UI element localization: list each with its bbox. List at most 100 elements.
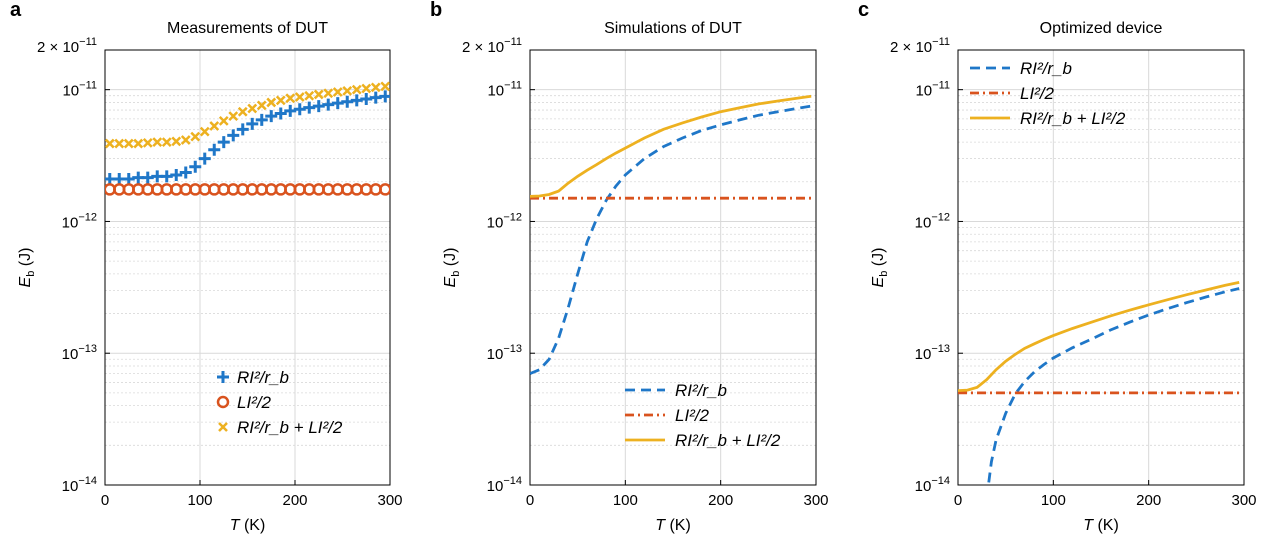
legend-label: RI²/r_b + LI²/2 xyxy=(1020,109,1126,128)
legend-label: RI²/r_b xyxy=(237,368,289,387)
data-point-sum xyxy=(142,137,153,148)
data-point-rir xyxy=(179,166,192,179)
data-point-sum xyxy=(228,111,239,121)
x-tick-label: 300 xyxy=(1231,492,1256,509)
series-line-2 xyxy=(958,281,1240,392)
x-tick-label: 300 xyxy=(803,492,828,509)
data-point-sum xyxy=(332,87,343,97)
legend-label: LI²/2 xyxy=(237,393,272,412)
grid xyxy=(530,49,816,486)
data-point-rir xyxy=(284,104,297,117)
x-tick-label: 100 xyxy=(613,492,638,509)
data-point-rir xyxy=(255,113,268,126)
data-point-rir xyxy=(198,152,211,165)
y-tick-label-top: 2 × 10−11 xyxy=(37,36,97,56)
data-point-sum xyxy=(209,121,220,131)
data-point-sum xyxy=(114,138,125,149)
data-point-rir xyxy=(293,103,306,116)
x-tick-label: 300 xyxy=(377,492,402,509)
panel-title: Optimized device xyxy=(1040,20,1163,37)
plot-area xyxy=(958,281,1240,485)
grid xyxy=(105,49,390,486)
y-tick-label: 10−14 xyxy=(62,475,97,495)
data-point-sum xyxy=(105,138,115,149)
data-point-sum xyxy=(199,126,210,137)
legend: RI²/r_b LI²/2 RI²/r_b + LI²/2 xyxy=(970,59,1126,128)
legend-label: RI²/r_b + LI²/2 xyxy=(675,431,781,450)
series-line-2 xyxy=(530,94,812,198)
y-axis-label: Eb (J) xyxy=(870,248,890,288)
data-point-sum xyxy=(247,103,258,114)
data-point-sum xyxy=(152,137,163,147)
panel-title: Simulations of DUT xyxy=(604,20,742,37)
y-axis-label: Eb (J) xyxy=(442,248,462,288)
x-tick-label: 100 xyxy=(1041,492,1066,509)
y-tick-label: 10−12 xyxy=(62,211,97,231)
y-axis-label: Eb (J) xyxy=(17,248,37,288)
x-tick-label: 200 xyxy=(1136,492,1161,509)
y-tick-label: 10−14 xyxy=(487,475,522,495)
data-point-rir xyxy=(208,143,221,156)
y-tick-label: 10−14 xyxy=(915,475,950,495)
data-point-rir xyxy=(227,129,240,142)
legend-label: LI²/2 xyxy=(675,406,710,425)
series-line-0 xyxy=(530,104,812,375)
data-point-sum xyxy=(190,131,201,142)
data-point-sum xyxy=(342,85,353,96)
data-point-sum xyxy=(313,89,324,100)
data-point-rir xyxy=(274,107,287,120)
legend: RI²/r_b LI²/2 RI²/r_b + LI²/2 xyxy=(625,381,781,450)
y-tick-label: 10−13 xyxy=(915,343,950,363)
data-point-sum xyxy=(218,115,229,126)
legend-marker xyxy=(217,371,229,383)
data-point-sum xyxy=(294,92,305,102)
axes-frame xyxy=(957,49,1245,486)
data-point-sum xyxy=(285,93,296,104)
data-point-sum xyxy=(304,90,315,101)
data-point-sum xyxy=(180,135,191,145)
data-point-rir xyxy=(379,90,390,103)
legend-marker xyxy=(218,422,228,432)
panel-a: 0 100 200 300 10−14 10−13 10−12 10−11 2 × 10−11 a… xyxy=(10,0,403,534)
y-tick-label: 10−13 xyxy=(62,343,97,363)
data-point-rir xyxy=(265,110,278,123)
legend-label: RI²/r_b xyxy=(675,381,727,400)
legend-label: RI²/r_b + LI²/2 xyxy=(237,418,343,437)
legend-label: LI²/2 xyxy=(1020,84,1055,103)
x-tick-label: 0 xyxy=(954,492,962,509)
y-tick-label: 10−11 xyxy=(487,80,522,100)
data-point-rir xyxy=(170,169,183,182)
data-point-sum xyxy=(256,100,267,111)
panel-letter: b xyxy=(430,0,442,21)
data-point-sum xyxy=(361,83,372,94)
data-point-sum xyxy=(123,138,134,149)
panel-letter: c xyxy=(858,0,869,21)
panel-c: 0 100 200 300 10−14 10−13 10−12 10−11 2 × 10−11 c… xyxy=(858,0,1257,534)
y-tick-label-top: 2 × 10−11 xyxy=(462,36,522,56)
data-point-sum xyxy=(351,84,362,95)
data-point-sum xyxy=(133,138,144,149)
data-point-rir xyxy=(189,160,202,173)
data-point-sum xyxy=(266,97,277,108)
plot-area xyxy=(530,94,812,375)
plot-area xyxy=(105,81,390,196)
x-axis-label: T (K) xyxy=(1083,517,1119,534)
legend-marker xyxy=(216,395,230,409)
series-line-0 xyxy=(987,287,1240,485)
x-axis-label: T (K) xyxy=(230,517,266,534)
x-tick-label: 100 xyxy=(187,492,212,509)
axes-frame xyxy=(104,49,391,486)
y-tick-label: 10−12 xyxy=(487,211,522,231)
data-point-li2 xyxy=(379,183,390,196)
data-point-rir xyxy=(217,136,230,149)
x-tick-label: 0 xyxy=(101,492,109,509)
data-point-sum xyxy=(370,82,381,93)
x-tick-label: 200 xyxy=(282,492,307,509)
panel-title: Measurements of DUT xyxy=(167,20,328,37)
y-tick-label-top: 2 × 10−11 xyxy=(890,36,950,56)
y-tick-label: 10−11 xyxy=(915,80,950,100)
data-point-sum xyxy=(275,95,286,106)
data-point-sum xyxy=(171,136,182,147)
data-point-sum xyxy=(161,137,172,147)
